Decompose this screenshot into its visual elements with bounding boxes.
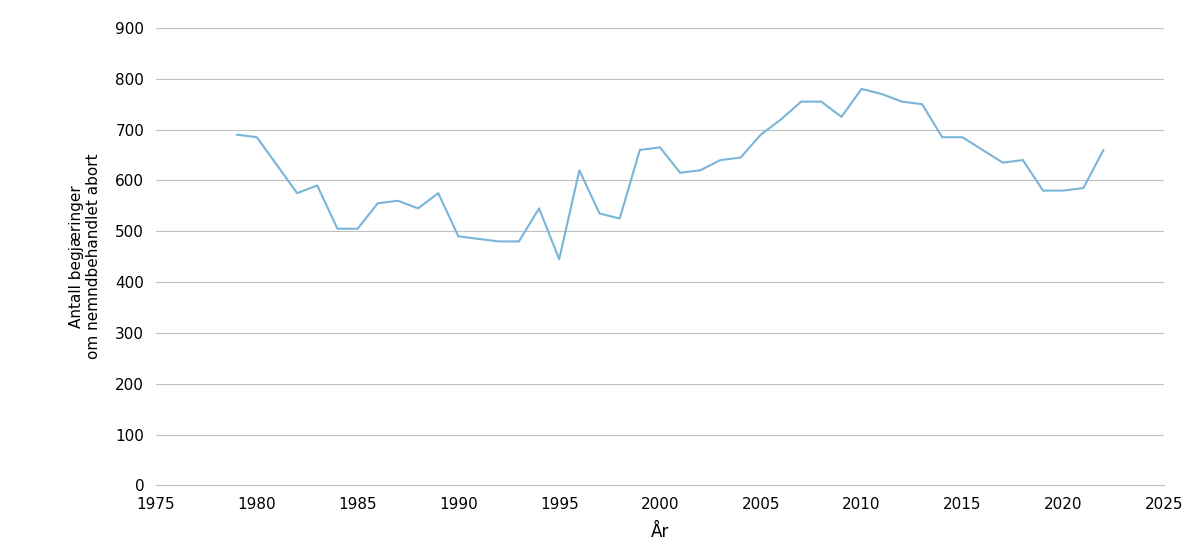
Y-axis label: Antall begjæringer
om nemndbehandlet abort: Antall begjæringer om nemndbehandlet abo… [68,154,101,359]
X-axis label: År: År [650,523,670,541]
